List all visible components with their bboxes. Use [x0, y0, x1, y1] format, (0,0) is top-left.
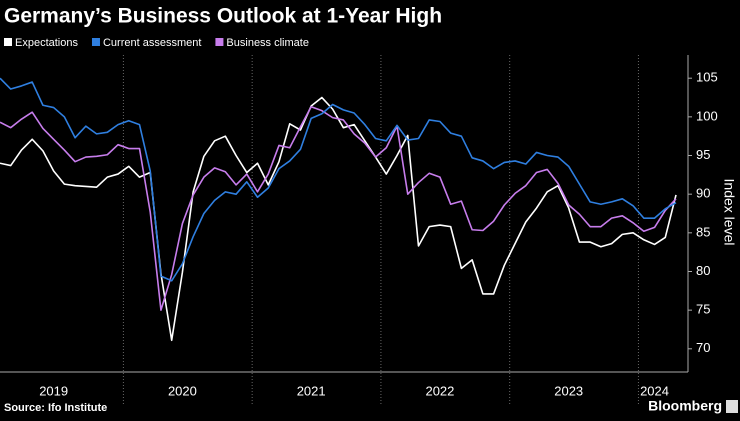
y-tick-label: 100: [696, 108, 718, 123]
series-line: [0, 77, 677, 282]
legend-label: Expectations: [15, 37, 78, 49]
brand-icon: [726, 400, 738, 413]
legend-swatch: [91, 38, 100, 46]
y-tick-label: 85: [696, 224, 710, 239]
brand: Bloomberg: [648, 398, 722, 414]
y-tick-label: 90: [696, 186, 710, 201]
x-tick-label: 2020: [168, 383, 197, 398]
x-tick-label: 2019: [39, 383, 68, 398]
y-tick-label: 75: [696, 302, 710, 317]
y-tick-label: 95: [696, 147, 710, 162]
legend-label: Business climate: [226, 37, 309, 49]
y-axis-label: Index level: [721, 179, 737, 246]
source: Source: Ifo Institute: [4, 402, 107, 414]
legend-label: Current assessment: [103, 37, 201, 49]
x-tick-label: 2024: [640, 383, 669, 398]
chart-title: Germany’s Business Outlook at 1-Year Hig…: [4, 5, 442, 28]
y-tick-label: 105: [696, 70, 718, 85]
series-line: [0, 106, 677, 311]
legend-swatch: [215, 38, 224, 46]
x-tick-label: 2023: [554, 383, 583, 398]
legend-swatch: [4, 38, 12, 46]
x-tick-label: 2022: [425, 383, 454, 398]
x-tick-label: 2021: [297, 383, 326, 398]
y-tick-label: 70: [696, 340, 710, 355]
y-tick-label: 80: [696, 263, 710, 278]
